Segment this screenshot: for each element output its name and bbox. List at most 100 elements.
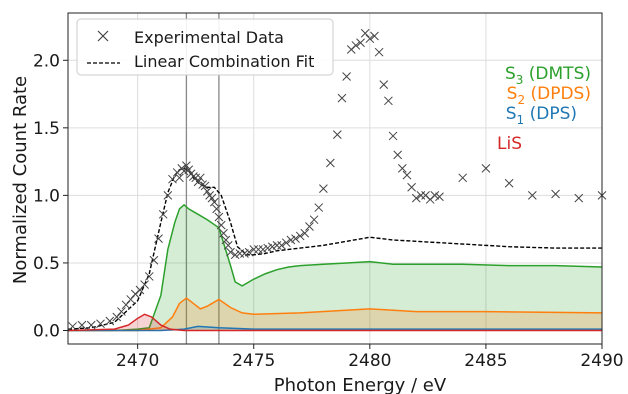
- fit-line-layer: [67, 167, 602, 330]
- annotation-lis: LiS: [497, 134, 522, 154]
- data-point: [277, 241, 286, 250]
- data-point: [332, 130, 342, 139]
- data-point: [504, 178, 514, 188]
- component-areas: [67, 203, 603, 332]
- data-point: [309, 215, 319, 225]
- data-point: [154, 234, 163, 243]
- data-point: [168, 174, 177, 184]
- y-tick-label: 1.5: [33, 119, 60, 139]
- data-point: [574, 193, 584, 203]
- component-area-3: [68, 298, 602, 331]
- data-point: [551, 189, 560, 199]
- x-tick-label: 2475: [232, 351, 275, 371]
- plot-frame: [67, 12, 603, 345]
- data-point: [291, 234, 300, 243]
- data-point: [96, 319, 105, 329]
- legend-label-fit: Linear Combination Fit: [134, 52, 314, 71]
- data-point: [195, 173, 205, 183]
- data-point: [281, 238, 291, 248]
- experimental-markers: [68, 28, 607, 331]
- data-point: [184, 165, 194, 175]
- data-point: [68, 322, 77, 331]
- data-point: [121, 300, 131, 310]
- data-point: [175, 173, 184, 183]
- x-axis: 2470 2475 2480 2485 2490: [116, 344, 624, 371]
- data-point: [158, 209, 168, 219]
- data-point: [370, 31, 379, 41]
- fit-line: [67, 167, 602, 330]
- component-line-5: [67, 313, 602, 332]
- data-point: [126, 295, 136, 304]
- data-point: [402, 170, 412, 180]
- data-point: [105, 316, 115, 326]
- y-tick-label: 2.0: [33, 51, 60, 71]
- component-line-3: [68, 297, 603, 332]
- data-point: [219, 228, 228, 238]
- data-point: [360, 28, 370, 38]
- data-point: [117, 307, 126, 316]
- data-point: [221, 235, 231, 245]
- data-point: [300, 228, 310, 238]
- data-point: [407, 182, 416, 192]
- x-axis-label: Photon Energy / eV: [274, 375, 447, 394]
- x-tick-label: 2470: [116, 351, 159, 371]
- component-area-5: [68, 314, 602, 331]
- data-point: [202, 186, 212, 196]
- y-tick-label: 1.0: [33, 186, 60, 206]
- data-point: [86, 320, 96, 330]
- data-point: [319, 184, 328, 193]
- data-point: [149, 255, 159, 265]
- y-tick-label: 0.0: [33, 321, 60, 341]
- data-point: [163, 191, 173, 200]
- data-point: [295, 231, 305, 241]
- data-point: [182, 161, 191, 171]
- data-point: [458, 173, 468, 183]
- data-point: [112, 312, 122, 322]
- component-line-4: [68, 325, 602, 332]
- legend-x-marker-icon: [97, 30, 109, 42]
- data-point: [77, 320, 87, 330]
- data-point: [411, 193, 421, 203]
- legend-x-marker-shape: [97, 30, 109, 42]
- data-point: [397, 164, 407, 173]
- data-point: [314, 203, 324, 212]
- data-point: [223, 241, 233, 250]
- y-axis: 0.0 0.5 1.0 1.5 2.0: [33, 51, 68, 341]
- legend: Experimental Data Linear Combination Fit: [76, 18, 334, 76]
- data-point: [216, 220, 226, 230]
- x-tick-label: 2480: [348, 351, 391, 371]
- data-point: [198, 180, 208, 189]
- data-point: [305, 222, 314, 231]
- data-point: [140, 280, 149, 289]
- data-point: [207, 193, 217, 203]
- data-point: [379, 80, 389, 89]
- data-point: [384, 96, 393, 106]
- annotation-s3: S3 (DMTS): [505, 64, 591, 87]
- y-tick-label: 0.5: [33, 254, 60, 274]
- data-point: [435, 192, 444, 202]
- component-line-2: [68, 203, 603, 332]
- data-point: [200, 181, 210, 191]
- data-point: [209, 197, 219, 207]
- component-annotations: S3 (DMTS) S2 (DPDS) S1 (DPS) LiS: [497, 64, 591, 154]
- data-point: [193, 177, 203, 187]
- x-tick-label: 2490: [580, 351, 623, 371]
- y-axis-label: Normalized Count Rate: [10, 76, 31, 284]
- data-point: [374, 47, 384, 57]
- component-area-2: [68, 204, 602, 331]
- data-point: [144, 272, 154, 281]
- x-tick-label: 2485: [464, 351, 507, 371]
- data-point: [351, 41, 361, 50]
- data-point: [189, 172, 198, 181]
- legend-box: [76, 18, 334, 76]
- annotation-s2: S2 (DPDS): [507, 84, 591, 107]
- data-point: [212, 204, 221, 214]
- data-point: [365, 34, 375, 44]
- data-point: [226, 247, 235, 257]
- data-point: [342, 72, 351, 81]
- data-point: [337, 93, 347, 103]
- data-point: [135, 285, 145, 295]
- annotation-s1: S1 (DPS): [506, 104, 577, 127]
- data-point: [326, 158, 335, 168]
